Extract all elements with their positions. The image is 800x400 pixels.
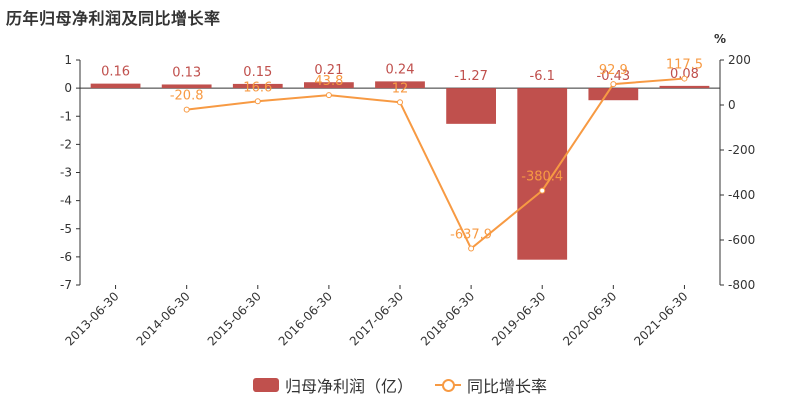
bar-net-profit — [90, 83, 141, 89]
bar-net-profit — [659, 85, 710, 89]
bar-data-label: 0.15 — [243, 65, 272, 80]
y-right-tick-label: -600 — [728, 233, 755, 247]
y-left-tick-label: 1 — [64, 53, 72, 67]
y-right-tick-label: 0 — [728, 98, 736, 112]
bar-net-profit — [588, 88, 639, 101]
x-tick-label: 2021-06-30 — [631, 289, 690, 348]
line-data-label: 117.5 — [666, 58, 703, 73]
legend-item-yoy-growth[interactable]: 同比增长率 — [435, 373, 547, 397]
bar-net-profit — [446, 88, 496, 124]
legend-bar-swatch — [252, 378, 279, 392]
y-left-tick-label: -5 — [60, 222, 72, 236]
bar-data-label: 0.13 — [172, 65, 201, 80]
bar-net-profit — [304, 82, 354, 89]
legend-line-swatch — [435, 378, 461, 392]
line-data-label: 16.6 — [243, 80, 272, 95]
bar-net-profit — [375, 81, 425, 89]
y-left-tick-label: -6 — [60, 250, 72, 264]
chart-title: 历年归母净利润及同比增长率 — [6, 9, 221, 28]
line-data-label: -380.4 — [521, 170, 563, 185]
y-right-tick-label: 200 — [728, 53, 751, 67]
x-tick-label: 2013-06-30 — [62, 289, 121, 348]
line-data-label: 12 — [392, 81, 409, 96]
line-point-yoy-growth — [681, 75, 688, 82]
y-left-tick-label: -2 — [60, 137, 72, 151]
legend: 归母净利润（亿） 同比增长率 — [0, 373, 800, 397]
line-data-label: -20.8 — [170, 89, 204, 104]
bar-data-label: -0.43 — [597, 69, 631, 84]
line-point-yoy-growth — [325, 92, 332, 99]
line-yoy-growth — [186, 77, 685, 251]
legend-label-yoy-growth: 同比增长率 — [467, 377, 548, 396]
y-right-tick-label: -200 — [728, 143, 755, 157]
y-right-unit-label: % — [714, 32, 726, 46]
legend-label-net-profit: 归母净利润（亿） — [284, 377, 413, 396]
line-data-label: -637.9 — [450, 228, 492, 243]
x-tick-label: 2020-06-30 — [560, 289, 619, 348]
x-tick-label: 2015-06-30 — [205, 289, 264, 348]
x-tick-label: 2014-06-30 — [134, 289, 193, 348]
line-data-label: 43.8 — [314, 74, 343, 89]
bar-data-label: 0.24 — [386, 62, 415, 77]
y-left-tick-label: -7 — [60, 278, 72, 292]
bar-net-profit — [517, 88, 568, 260]
y-left-tick-label: 0 — [64, 81, 72, 95]
bar-net-profit — [161, 84, 212, 89]
y-right-tick-label: -800 — [728, 278, 755, 292]
y-left-tick-label: -4 — [60, 194, 72, 208]
bar-data-label: 0.16 — [101, 65, 130, 80]
x-tick-label: 2018-06-30 — [418, 289, 477, 348]
line-data-label: 92.9 — [599, 63, 628, 78]
y-left-tick-label: -3 — [60, 166, 72, 180]
line-point-yoy-growth — [397, 99, 403, 106]
bar-data-label: -6.1 — [530, 69, 555, 84]
line-point-yoy-growth — [254, 98, 261, 105]
y-left-tick-label: -1 — [60, 109, 72, 123]
line-point-yoy-growth — [610, 81, 617, 88]
x-tick-label: 2016-06-30 — [276, 289, 335, 348]
legend-item-net-profit[interactable]: 归母净利润（亿） — [252, 373, 413, 397]
y-right-tick-label: -400 — [728, 188, 755, 202]
bar-net-profit — [232, 83, 283, 89]
line-point-yoy-growth — [468, 245, 475, 252]
line-point-yoy-growth — [539, 187, 546, 194]
bar-data-label: -1.27 — [454, 69, 488, 84]
line-point-yoy-growth — [183, 106, 190, 113]
x-tick-label: 2017-06-30 — [347, 289, 406, 348]
bar-data-label: 0.21 — [314, 63, 343, 78]
x-tick-label: 2019-06-30 — [489, 289, 548, 348]
